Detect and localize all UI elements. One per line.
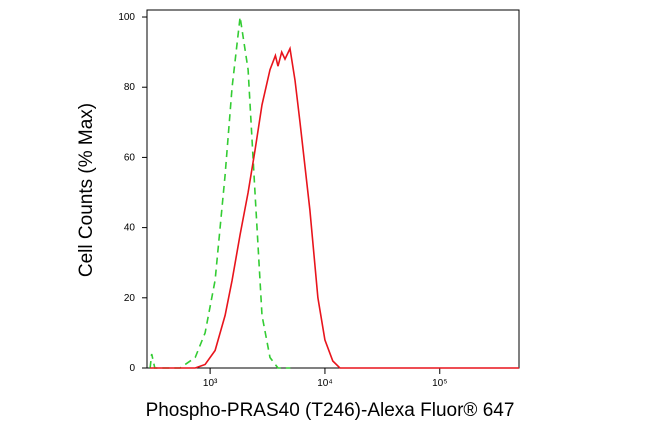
x-tick-label: 10⁵ bbox=[432, 378, 447, 389]
y-tick-label: 60 bbox=[124, 152, 136, 163]
x-axis-title: Phospho-PRAS40 (T246)-Alexa Fluor® 647 bbox=[146, 400, 515, 421]
y-tick-label: 20 bbox=[124, 293, 136, 304]
plot-frame bbox=[146, 9, 520, 369]
y-axis-title: Cell Counts (% Max) bbox=[76, 103, 97, 277]
x-tick-label: 10⁴ bbox=[317, 378, 332, 389]
y-tick-label: 0 bbox=[129, 363, 135, 374]
x-tick-label: 10³ bbox=[203, 378, 218, 389]
y-tick-label: 40 bbox=[124, 223, 136, 234]
y-tick-label: 80 bbox=[124, 82, 136, 93]
series-line bbox=[150, 45, 519, 369]
y-tick-label: 100 bbox=[118, 12, 135, 23]
